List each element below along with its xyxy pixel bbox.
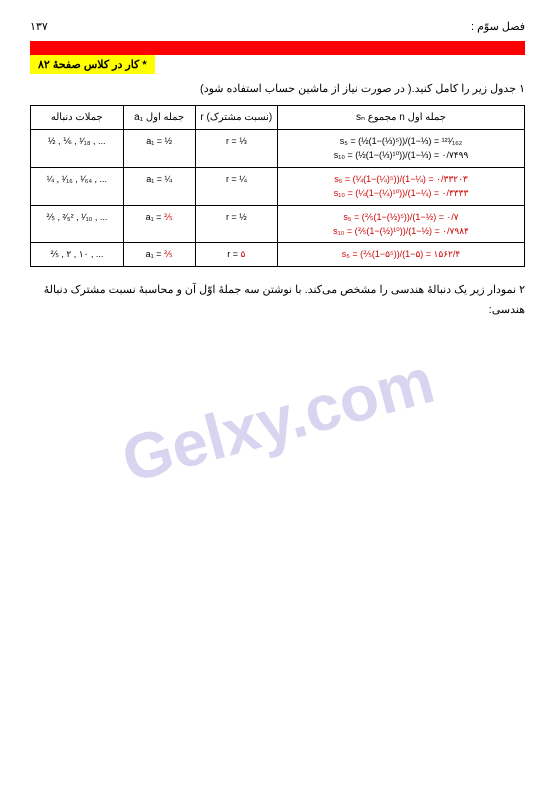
table-row: ½ , ⅙ , ¹⁄₁₈ , ... a₁ = ½ r = ⅓ s₅ = (½(… — [31, 130, 525, 168]
header-sn: sₙ مجموع n جمله اول — [277, 106, 524, 130]
header-a1: a₁ جمله اول — [123, 106, 195, 130]
cell-seq: ⅖ , ²⁄₅² , ¹⁄₁₀ , ... — [31, 205, 124, 243]
cell-r: r = ۵ — [195, 243, 277, 266]
cell-r: r = ½ — [195, 205, 277, 243]
cell-a1: a₁ = ¼ — [123, 167, 195, 205]
question-1: ۱ جدول زیر را کامل کنید.( در صورت نیاز ا… — [30, 82, 525, 95]
cell-a1: a₁ = ⅖ — [123, 205, 195, 243]
cell-seq: ¼ , ¹⁄₁₆ , ¹⁄₆₄ , ... — [31, 167, 124, 205]
cell-a1: a₁ = ½ — [123, 130, 195, 168]
section-title: * کار در کلاس صفحهٔ ۸۲ — [30, 55, 155, 74]
watermark: Gelxy.com — [114, 343, 441, 497]
cell-sn: s₅ = (¼(1−(¼)⁵))/(1−¼) = ۰/۳۳۲۰۳s₁₀ = (¼… — [277, 167, 524, 205]
cell-seq: ½ , ⅙ , ¹⁄₁₈ , ... — [31, 130, 124, 168]
sequence-table: جملات دنباله a₁ جمله اول r (نسبت مشترک) … — [30, 105, 525, 267]
chapter-label: فصل سوّم : — [471, 20, 525, 33]
page-number: ۱۳۷ — [30, 20, 48, 33]
header-sequence: جملات دنباله — [31, 106, 124, 130]
question-2: ۲ نمودار زیر یک دنبالهٔ هندسی را مشخص می… — [30, 281, 525, 321]
table-row: ¼ , ¹⁄₁₆ , ¹⁄₆₄ , ... a₁ = ¼ r = ¼ s₅ = … — [31, 167, 525, 205]
table-row: ⅖ , ²⁄₅² , ¹⁄₁₀ , ... a₁ = ⅖ r = ½ s₅ = … — [31, 205, 525, 243]
cell-r: r = ⅓ — [195, 130, 277, 168]
cell-sn: s₅ = (⅖(1−(½)⁵))/(1−½) = ۰/۷s₁₀ = (⅖(1−(… — [277, 205, 524, 243]
cell-r: r = ¼ — [195, 167, 277, 205]
cell-a1: a₁ = ⅖ — [123, 243, 195, 266]
red-divider — [30, 41, 525, 55]
table-row: ⅖ , ۲ , ۱۰ , ... a₁ = ⅖ r = ۵ s₅ = (⅖(1−… — [31, 243, 525, 266]
cell-seq: ⅖ , ۲ , ۱۰ , ... — [31, 243, 124, 266]
header-r: r (نسبت مشترک) — [195, 106, 277, 130]
cell-sn: s₅ = (⅖(1−۵⁵))/(1−۵) = ۱۵۶۲/۴ — [277, 243, 524, 266]
cell-sn: s₅ = (½(1−(⅓)⁵))/(1−⅓) = ¹²¹⁄₁₆₂s₁₀ = (½… — [277, 130, 524, 168]
